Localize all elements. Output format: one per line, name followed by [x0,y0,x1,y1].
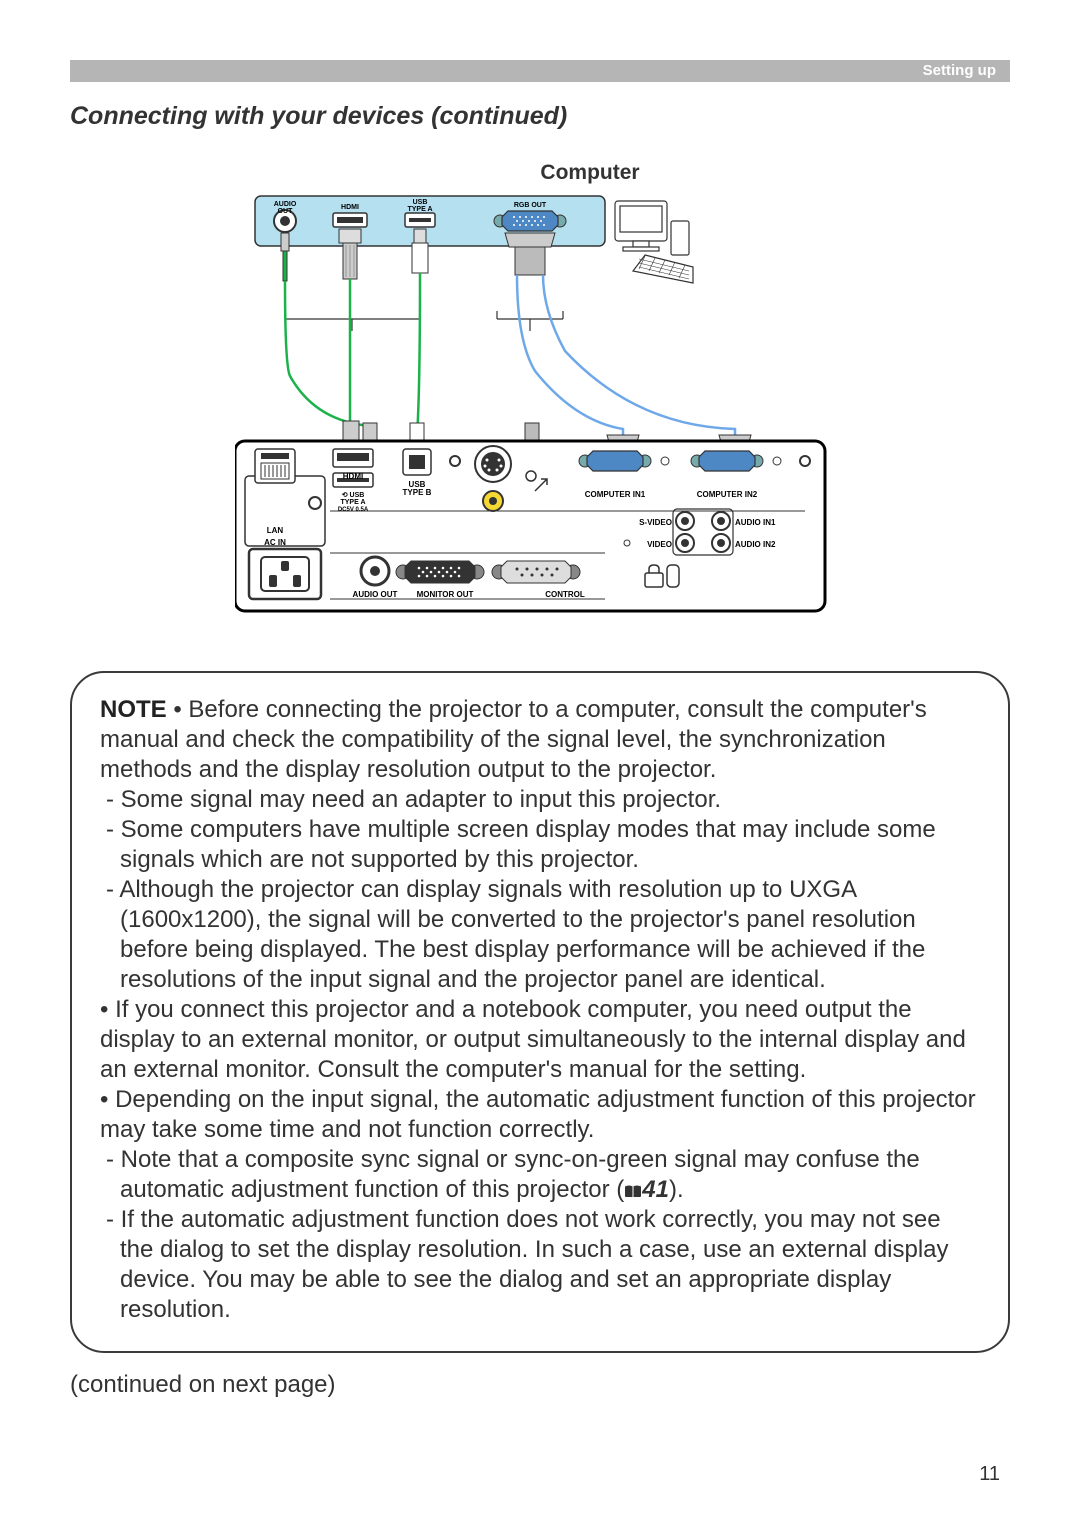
connection-diagram: Computer AUDIO OUT HDMI USB TYPE A RGB O… [220,161,860,621]
svg-text:HDMI: HDMI [343,472,363,481]
note-bullet: - Although the projector can display sig… [100,875,980,995]
header-bar: Setting up [70,60,1010,82]
page-number: 11 [979,1463,1000,1486]
svg-text:MONITOR OUT: MONITOR OUT [417,590,474,599]
svg-text:AUDIO IN2: AUDIO IN2 [735,540,776,549]
svg-text:⟲ USB: ⟲ USB [342,492,365,499]
svg-text:AUDIO: AUDIO [274,201,297,208]
svg-text:COMPUTER IN1: COMPUTER IN1 [585,490,646,499]
page-reference: 41 [642,1176,669,1203]
svg-text:OUT: OUT [278,208,294,215]
note-bullet: - If the automatic adjustment function d… [100,1205,980,1325]
section-title: Connecting with your devices (continued) [70,102,1010,131]
note-para: • Depending on the input signal, the aut… [100,1085,980,1145]
svg-text:S-VIDEO: S-VIDEO [639,518,672,527]
note-bullet: - Some signal may need an adapter to inp… [100,785,980,815]
diagram-svg: AUDIO OUT HDMI USB TYPE A RGB OUT [235,191,845,621]
diagram-device-label: Computer [320,161,860,185]
svg-text:USB: USB [413,199,428,206]
note-lead: • Before connecting the projector to a c… [100,696,927,783]
svg-text:AC IN: AC IN [264,538,286,547]
note-box: NOTE • Before connecting the projector t… [70,671,1010,1353]
book-icon [624,1183,642,1199]
note-bullet: - Some computers have multiple screen di… [100,815,980,875]
note-heading: NOTE [100,696,167,723]
header-section-label: Setting up [923,60,996,82]
svg-text:VIDEO: VIDEO [647,540,672,549]
svg-text:CONTROL: CONTROL [545,590,585,599]
svg-text:DC5V 0.5A: DC5V 0.5A [338,507,369,513]
svg-text:RGB OUT: RGB OUT [514,202,547,209]
svg-text:HDMI: HDMI [341,204,359,211]
note-bullet: - Note that a composite sync signal or s… [100,1145,980,1205]
continued-text: (continued on next page) [70,1371,1010,1399]
svg-text:AUDIO IN1: AUDIO IN1 [735,518,776,527]
svg-text:TYPE A: TYPE A [340,499,365,506]
note-para: • If you connect this projector and a no… [100,995,980,1085]
svg-text:TYPE B: TYPE B [403,488,432,497]
svg-text:COMPUTER IN2: COMPUTER IN2 [697,490,758,499]
svg-text:TYPE A: TYPE A [407,206,432,213]
svg-text:AUDIO OUT: AUDIO OUT [353,590,398,599]
svg-text:LAN: LAN [267,526,284,535]
